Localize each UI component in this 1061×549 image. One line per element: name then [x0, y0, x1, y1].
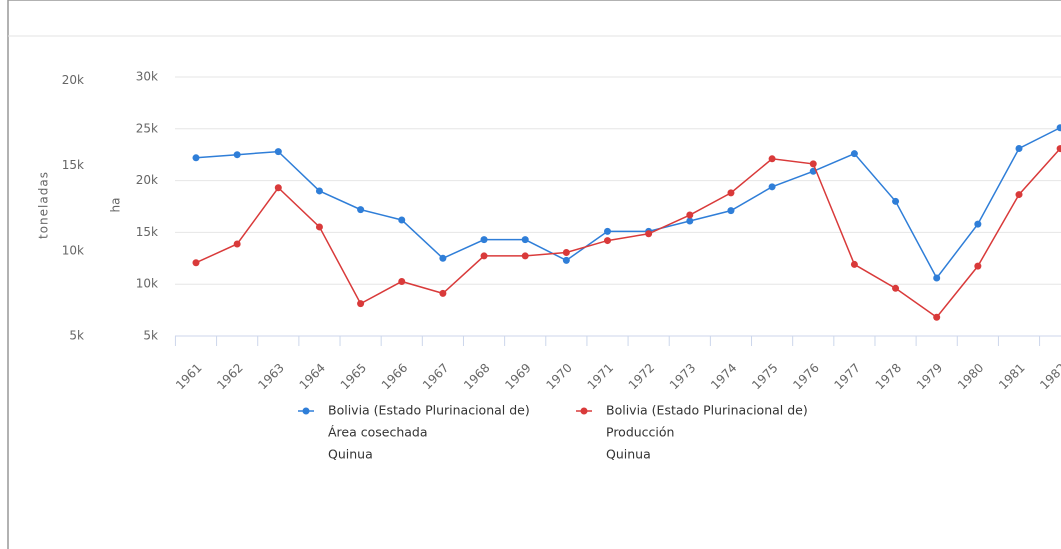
point	[1015, 144, 1023, 152]
point	[933, 274, 941, 282]
point	[357, 300, 365, 308]
x-tick-label: 1982	[1037, 361, 1061, 392]
legend-label: Producción	[606, 425, 674, 440]
point	[974, 262, 982, 270]
point	[1015, 191, 1023, 199]
point	[192, 154, 200, 162]
y2-axis-title: toneladas	[37, 171, 51, 239]
point	[274, 184, 282, 192]
x-tick-label: 1962	[214, 361, 245, 392]
legend-label: Bolivia (Estado Plurinacional de)	[328, 403, 530, 418]
y2-tick-label: 5k	[69, 329, 84, 343]
point	[480, 252, 488, 260]
point	[604, 237, 611, 245]
point	[315, 223, 323, 231]
point	[480, 236, 488, 244]
point	[233, 151, 241, 159]
y-tick-label: 25k	[136, 121, 158, 135]
x-tick-label: 1963	[255, 361, 286, 392]
x-tick-label: 1965	[338, 361, 369, 392]
legend-symbol	[580, 407, 588, 415]
point	[974, 220, 982, 228]
legend-label: Quinua	[606, 447, 651, 462]
x-tick-label: 1972	[626, 361, 657, 392]
y2-tick-label: 20k	[62, 73, 84, 87]
frame	[7, 0, 1061, 549]
x-tick-label: 1961	[173, 361, 204, 392]
point	[1056, 124, 1061, 132]
point	[398, 277, 406, 285]
y-tick-label: 10k	[136, 277, 158, 291]
y-tick-label: 15k	[136, 225, 158, 239]
series-line	[195, 148, 1061, 319]
x-tick-label: 1966	[379, 361, 410, 392]
x-tick-label: 1974	[708, 361, 739, 392]
x-tick-label: 1976	[790, 361, 821, 392]
legend-label: Quinua	[328, 447, 373, 462]
x-tick-label: 1967	[420, 361, 451, 392]
point	[521, 236, 529, 244]
legend-label: Área cosechada	[328, 425, 428, 440]
point	[809, 160, 817, 168]
x-tick-label: 1981	[996, 361, 1027, 392]
point	[562, 256, 570, 264]
y-tick-label: 5k	[143, 329, 158, 343]
y-tick-label: 30k	[136, 70, 158, 84]
point	[439, 254, 447, 262]
x-tick-label: 1980	[955, 361, 986, 392]
x-tick-label: 1970	[543, 361, 574, 392]
x-tick-label: 1969	[502, 361, 533, 392]
point	[850, 150, 858, 158]
point	[192, 259, 200, 267]
x-tick-label: 1971	[585, 361, 616, 392]
legend-symbol	[302, 407, 310, 415]
x-tick-label: 1979	[914, 361, 945, 392]
series-line	[195, 127, 1061, 280]
point	[850, 260, 858, 268]
point	[274, 148, 282, 156]
point	[727, 207, 735, 215]
y2-tick-label: 15k	[62, 158, 84, 172]
x-tick-label: 1964	[297, 361, 328, 392]
y-tick-label: 20k	[136, 173, 158, 187]
x-tick-label: 1975	[749, 361, 780, 392]
point	[398, 216, 406, 224]
point	[521, 252, 529, 260]
point	[686, 217, 694, 225]
point	[768, 155, 776, 163]
point	[439, 289, 447, 297]
point	[892, 197, 900, 205]
point	[727, 189, 735, 197]
point	[562, 249, 570, 257]
point	[933, 313, 941, 321]
y2-tick-label: 10k	[62, 243, 84, 257]
point	[892, 284, 900, 292]
point	[233, 240, 241, 248]
point	[645, 230, 653, 238]
x-tick-label: 1968	[461, 361, 492, 392]
x-tick-label: 1978	[873, 361, 904, 392]
x-tick-label: 1977	[831, 361, 862, 392]
legend-label: Bolivia (Estado Plurinacional de)	[606, 403, 808, 418]
y-axis-title: ha	[109, 198, 123, 213]
point	[604, 227, 611, 235]
point	[357, 206, 365, 214]
x-tick-label: 1973	[667, 361, 698, 392]
legend: Bolivia (Estado Plurinacional de) Área co…	[298, 403, 808, 462]
point	[315, 187, 323, 195]
point	[768, 183, 776, 191]
point	[1056, 145, 1061, 153]
point	[686, 211, 694, 219]
